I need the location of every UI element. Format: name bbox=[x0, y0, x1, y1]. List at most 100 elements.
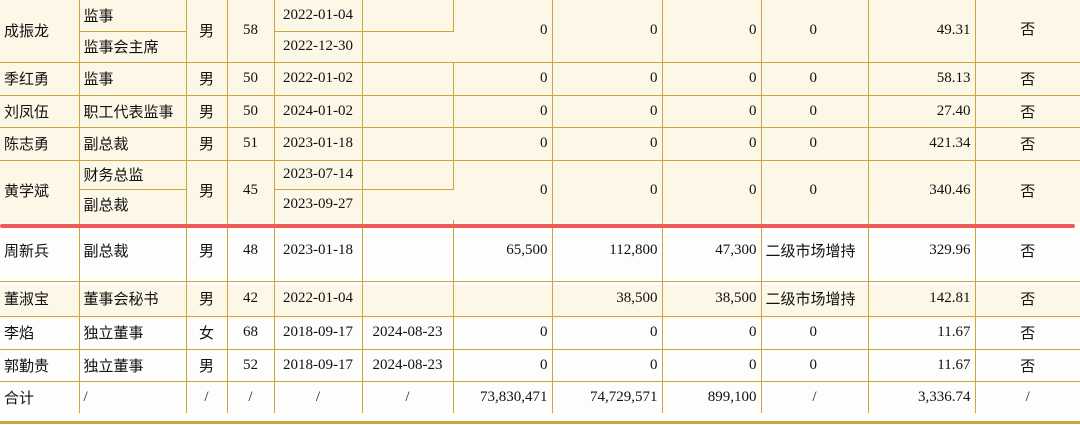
start-date-cell: 2023-07-14 bbox=[274, 160, 363, 190]
title-cell: 独立董事 bbox=[79, 349, 187, 382]
title-cell: 监事会主席 bbox=[79, 31, 187, 63]
age-cell: 42 bbox=[227, 281, 275, 317]
gender-cell: 男 bbox=[186, 160, 228, 220]
total-reason: / bbox=[761, 381, 869, 413]
related-cell: 否 bbox=[975, 0, 1080, 63]
name-cell: 刘凤伍 bbox=[0, 95, 80, 128]
end-date-cell bbox=[362, 95, 454, 128]
table-row: 刘凤伍 职工代表监事 男 50 2024-01-02 0 0 0 0 27.40… bbox=[0, 95, 1080, 128]
gender-cell: 男 bbox=[186, 0, 228, 63]
gender-cell: 男 bbox=[186, 95, 228, 128]
reason-cell: 0 bbox=[761, 0, 869, 63]
name-cell: 郭勤贵 bbox=[0, 349, 80, 382]
gender-cell: 男 bbox=[186, 62, 228, 96]
reason-cell: 0 bbox=[761, 127, 869, 161]
start-date-cell: 2018-09-17 bbox=[274, 316, 363, 350]
name-cell: 周新兵 bbox=[0, 220, 80, 282]
change-cell: 0 bbox=[662, 62, 762, 96]
start-date-cell: 2023-01-18 bbox=[274, 220, 363, 282]
related-cell: 否 bbox=[975, 316, 1080, 350]
title-cell: 职工代表监事 bbox=[79, 95, 187, 128]
name-cell: 李焰 bbox=[0, 316, 80, 350]
table-row: 郭勤贵 独立董事 男 52 2018-09-17 2024-08-23 0 0 … bbox=[0, 349, 1080, 382]
name-cell: 董淑宝 bbox=[0, 281, 80, 317]
age-cell: 48 bbox=[227, 220, 275, 282]
start-date-cell: 2018-09-17 bbox=[274, 349, 363, 382]
end-shares-cell: 0 bbox=[552, 349, 663, 382]
change-cell: 0 bbox=[662, 316, 762, 350]
name-cell: 成振龙 bbox=[0, 0, 80, 63]
total-end-cell: / bbox=[362, 381, 454, 413]
total-change: 899,100 bbox=[662, 381, 762, 413]
related-cell: 否 bbox=[975, 95, 1080, 128]
change-cell: 0 bbox=[662, 160, 762, 220]
reason-cell: 0 bbox=[761, 349, 869, 382]
table-row: 季红勇 监事 男 50 2022-01-02 0 0 0 0 58.13 否 bbox=[0, 62, 1080, 96]
age-cell: 51 bbox=[227, 127, 275, 161]
change-cell: 0 bbox=[662, 95, 762, 128]
table-row: 董淑宝 董事会秘书 男 42 2022-01-04 38,500 38,500 … bbox=[0, 281, 1080, 317]
title-cell: 副总裁 bbox=[79, 189, 187, 220]
table-row: 黄学斌 财务总监 男 45 2023-07-14 0 0 0 0 340.46 … bbox=[0, 160, 1080, 220]
total-end-shares: 74,729,571 bbox=[552, 381, 663, 413]
title-cell: 财务总监 bbox=[79, 160, 187, 190]
start-date-cell: 2023-01-18 bbox=[274, 127, 363, 161]
start-date-cell: 2023-09-27 bbox=[274, 189, 363, 220]
table-subrow: 副总裁 2023-09-27 bbox=[0, 189, 1080, 220]
title-cell: 董事会秘书 bbox=[79, 281, 187, 317]
end-shares-cell: 0 bbox=[552, 127, 663, 161]
age-cell: 58 bbox=[227, 0, 275, 63]
age-cell: 45 bbox=[227, 160, 275, 220]
gender-cell: 男 bbox=[186, 281, 228, 317]
total-start-cell: / bbox=[274, 381, 363, 413]
title-cell: 独立董事 bbox=[79, 316, 187, 350]
name-cell: 黄学斌 bbox=[0, 160, 80, 220]
pay-cell: 340.46 bbox=[868, 160, 976, 220]
end-date-cell: 2024-08-23 bbox=[362, 316, 454, 350]
pay-cell: 329.96 bbox=[868, 220, 976, 282]
gender-cell: 女 bbox=[186, 316, 228, 350]
change-cell: 38,500 bbox=[662, 281, 762, 317]
reason-cell: 0 bbox=[761, 62, 869, 96]
reason-cell: 0 bbox=[761, 160, 869, 220]
related-cell: 否 bbox=[975, 349, 1080, 382]
end-date-cell bbox=[362, 0, 454, 32]
begin-shares-cell: 0 bbox=[453, 160, 553, 220]
gender-cell: 男 bbox=[186, 349, 228, 382]
end-shares-cell: 38,500 bbox=[552, 281, 663, 317]
end-date-cell bbox=[362, 127, 454, 161]
gender-cell: 男 bbox=[186, 127, 228, 161]
name-cell: 陈志勇 bbox=[0, 127, 80, 161]
title-cell: 监事 bbox=[79, 0, 187, 32]
pay-cell: 58.13 bbox=[868, 62, 976, 96]
change-cell: 0 bbox=[662, 0, 762, 63]
total-begin-shares: 73,830,471 bbox=[453, 381, 553, 413]
total-pay: 3,336.74 bbox=[868, 381, 976, 413]
end-date-cell: 2024-08-23 bbox=[362, 349, 454, 382]
begin-shares-cell: 65,500 bbox=[453, 220, 553, 282]
begin-shares-cell: 0 bbox=[453, 95, 553, 128]
pay-cell: 49.31 bbox=[868, 0, 976, 63]
pay-cell: 27.40 bbox=[868, 95, 976, 128]
end-date-cell bbox=[362, 31, 453, 63]
reason-cell: 0 bbox=[761, 95, 869, 128]
end-date-cell bbox=[362, 281, 454, 317]
pay-cell: 421.34 bbox=[868, 127, 976, 161]
begin-shares-cell: 0 bbox=[453, 127, 553, 161]
total-related: / bbox=[1025, 388, 1030, 405]
begin-shares-cell: 0 bbox=[453, 316, 553, 350]
start-date-cell: 2022-01-04 bbox=[274, 281, 363, 317]
total-age-cell: / bbox=[227, 381, 275, 413]
executive-table: 成振龙 监事 男 58 2022-01-04 0 0 0 0 49.31 否 监… bbox=[0, 0, 1080, 413]
table-row: 周新兵 副总裁 男 48 2023-01-18 65,500 112,800 4… bbox=[0, 220, 1080, 282]
title-cell: 监事 bbox=[79, 62, 187, 96]
table-row: 陈志勇 副总裁 男 51 2023-01-18 0 0 0 0 421.34 否 bbox=[0, 127, 1080, 161]
table-bottom-rule bbox=[0, 421, 1080, 424]
end-shares-cell: 0 bbox=[552, 0, 663, 63]
reason-cell: 二级市场增持 bbox=[761, 281, 869, 317]
start-date-cell: 2022-01-04 bbox=[274, 0, 363, 32]
change-cell: 47,300 bbox=[662, 220, 762, 282]
end-date-cell bbox=[362, 189, 453, 220]
related-cell: 否 bbox=[975, 281, 1080, 317]
